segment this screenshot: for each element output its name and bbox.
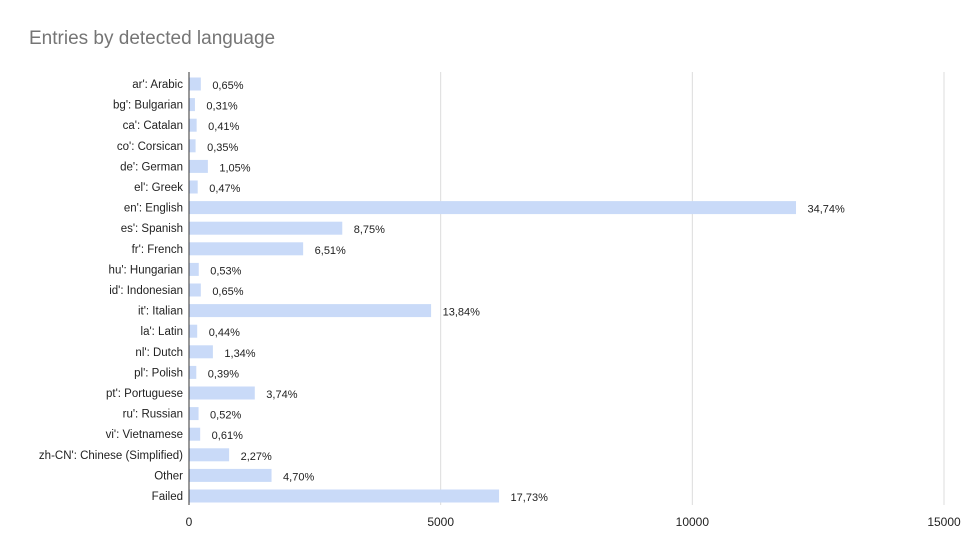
data-label: 0,52% — [210, 410, 241, 422]
bar — [189, 77, 201, 91]
data-label: 0,41% — [208, 121, 239, 133]
category-label: Failed — [152, 491, 183, 503]
bar — [189, 283, 201, 297]
category-label: el': Greek — [134, 182, 183, 194]
data-label: 0,61% — [212, 430, 243, 442]
x-tick-label: 15000 — [927, 515, 961, 529]
bar — [189, 262, 199, 276]
category-label: ru': Russian — [123, 409, 183, 421]
category-label: pl': Polish — [134, 367, 183, 379]
bar — [189, 427, 201, 441]
category-label: ar': Arabic — [132, 79, 183, 91]
bar — [189, 139, 196, 153]
bar — [189, 242, 304, 256]
data-label: 13,84% — [443, 307, 481, 319]
data-label: 0,44% — [209, 327, 240, 339]
category-label: es': Spanish — [121, 223, 183, 235]
data-label: 0,35% — [207, 142, 238, 154]
bar — [189, 365, 197, 379]
category-label: bg': Bulgarian — [113, 100, 183, 112]
bar — [189, 98, 195, 112]
data-label: 8,75% — [354, 224, 385, 236]
data-label: 0,65% — [212, 80, 243, 92]
bar — [189, 159, 208, 173]
data-label: 6,51% — [315, 245, 346, 257]
data-label: 1,34% — [224, 348, 255, 360]
x-tick-label: 10000 — [676, 515, 710, 529]
data-label: 4,70% — [283, 471, 314, 483]
category-label: it': Italian — [138, 306, 183, 318]
data-label: 0,39% — [208, 368, 239, 380]
data-label: 3,74% — [266, 389, 297, 401]
data-label: 17,73% — [511, 492, 549, 504]
data-label: 0,47% — [209, 183, 240, 195]
chart-title: Entries by detected language — [29, 28, 276, 49]
bar — [189, 324, 198, 338]
category-label: hu': Hungarian — [109, 264, 183, 276]
bar — [189, 221, 343, 235]
category-label: id': Indonesian — [109, 285, 183, 297]
category-label: de': German — [120, 161, 183, 173]
category-label: Other — [154, 470, 183, 482]
bar — [189, 448, 230, 462]
category-label: en': English — [124, 203, 183, 215]
category-label: pt': Portuguese — [106, 388, 183, 400]
category-label: fr': French — [132, 244, 183, 256]
category-label: nl': Dutch — [135, 347, 183, 359]
bar — [189, 489, 500, 503]
x-tick-label: 5000 — [427, 515, 454, 529]
x-tick-label: 0 — [186, 515, 193, 529]
data-label: 34,74% — [808, 204, 846, 216]
bar — [189, 180, 198, 194]
category-label: co': Corsican — [117, 141, 183, 153]
bar — [189, 386, 255, 400]
bar — [189, 345, 213, 359]
data-label: 2,27% — [241, 451, 272, 463]
data-label: 1,05% — [219, 162, 250, 174]
category-label: ca': Catalan — [123, 120, 183, 132]
data-label: 0,31% — [206, 101, 237, 113]
bar — [189, 118, 197, 132]
category-label: zh-CN': Chinese (Simplified) — [39, 450, 183, 462]
category-label: vi': Vietnamese — [106, 429, 183, 441]
data-label: 0,53% — [210, 265, 241, 277]
bar — [189, 201, 797, 215]
bar — [189, 407, 199, 421]
data-label: 0,65% — [212, 286, 243, 298]
bar — [189, 468, 272, 482]
category-label: la': Latin — [141, 326, 183, 338]
bar — [189, 304, 432, 318]
